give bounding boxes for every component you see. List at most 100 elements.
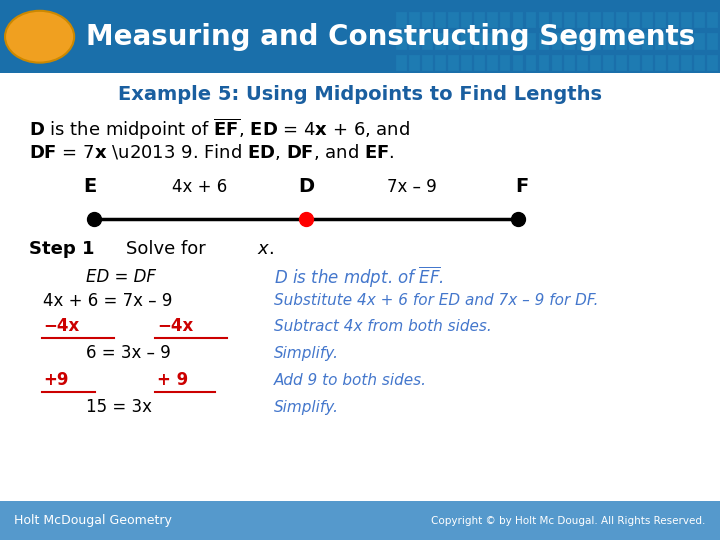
FancyBboxPatch shape xyxy=(461,33,472,50)
FancyBboxPatch shape xyxy=(564,55,575,71)
Text: .: . xyxy=(268,240,274,259)
FancyBboxPatch shape xyxy=(513,55,523,71)
FancyBboxPatch shape xyxy=(655,12,666,28)
FancyBboxPatch shape xyxy=(590,55,601,71)
Text: 4x + 6 = 7x – 9: 4x + 6 = 7x – 9 xyxy=(43,292,173,310)
FancyBboxPatch shape xyxy=(422,12,433,28)
FancyBboxPatch shape xyxy=(526,12,536,28)
FancyBboxPatch shape xyxy=(0,501,720,540)
Circle shape xyxy=(5,11,74,63)
FancyBboxPatch shape xyxy=(694,55,705,71)
Text: Measuring and Constructing Segments: Measuring and Constructing Segments xyxy=(86,23,696,51)
FancyBboxPatch shape xyxy=(539,55,549,71)
Text: Simplify.: Simplify. xyxy=(274,346,338,361)
Text: ED = DF: ED = DF xyxy=(86,268,156,286)
FancyBboxPatch shape xyxy=(0,0,720,73)
FancyBboxPatch shape xyxy=(422,55,433,71)
Text: E: E xyxy=(84,177,96,196)
FancyBboxPatch shape xyxy=(707,55,718,71)
FancyBboxPatch shape xyxy=(655,33,666,50)
FancyBboxPatch shape xyxy=(577,12,588,28)
Text: 15 = 3x: 15 = 3x xyxy=(86,398,153,416)
Text: $\bf{DF}$ = 7$\bf{x}$ \u2013 9. Find $\bf{ED}$, $\bf{DF}$, and $\bf{EF}$.: $\bf{DF}$ = 7$\bf{x}$ \u2013 9. Find $\b… xyxy=(29,142,395,163)
Text: Copyright © by Holt Mc Dougal. All Rights Reserved.: Copyright © by Holt Mc Dougal. All Right… xyxy=(431,516,706,525)
FancyBboxPatch shape xyxy=(526,33,536,50)
FancyBboxPatch shape xyxy=(539,33,549,50)
FancyBboxPatch shape xyxy=(616,12,627,28)
FancyBboxPatch shape xyxy=(681,55,692,71)
FancyBboxPatch shape xyxy=(642,12,653,28)
FancyBboxPatch shape xyxy=(655,55,666,71)
FancyBboxPatch shape xyxy=(487,12,498,28)
FancyBboxPatch shape xyxy=(409,33,420,50)
Text: 4x + 6: 4x + 6 xyxy=(172,178,228,196)
FancyBboxPatch shape xyxy=(396,12,407,28)
FancyBboxPatch shape xyxy=(577,33,588,50)
FancyBboxPatch shape xyxy=(435,33,446,50)
FancyBboxPatch shape xyxy=(526,55,536,71)
FancyBboxPatch shape xyxy=(513,12,523,28)
FancyBboxPatch shape xyxy=(616,33,627,50)
Text: Solve for: Solve for xyxy=(126,240,212,259)
Text: + 9: + 9 xyxy=(157,371,188,389)
FancyBboxPatch shape xyxy=(435,12,446,28)
FancyBboxPatch shape xyxy=(668,55,679,71)
Text: Subtract 4x from both sides.: Subtract 4x from both sides. xyxy=(274,319,491,334)
FancyBboxPatch shape xyxy=(629,33,640,50)
FancyBboxPatch shape xyxy=(603,55,614,71)
FancyBboxPatch shape xyxy=(474,12,485,28)
FancyBboxPatch shape xyxy=(694,12,705,28)
FancyBboxPatch shape xyxy=(707,12,718,28)
FancyBboxPatch shape xyxy=(461,12,472,28)
Text: F: F xyxy=(516,177,528,196)
Text: −4x: −4x xyxy=(157,317,193,335)
FancyBboxPatch shape xyxy=(500,33,510,50)
FancyBboxPatch shape xyxy=(590,33,601,50)
Text: 6 = 3x – 9: 6 = 3x – 9 xyxy=(86,344,171,362)
FancyBboxPatch shape xyxy=(448,12,459,28)
FancyBboxPatch shape xyxy=(474,33,485,50)
Text: Step 1: Step 1 xyxy=(29,240,94,259)
FancyBboxPatch shape xyxy=(642,55,653,71)
FancyBboxPatch shape xyxy=(396,33,407,50)
FancyBboxPatch shape xyxy=(409,55,420,71)
FancyBboxPatch shape xyxy=(552,33,562,50)
FancyBboxPatch shape xyxy=(616,55,627,71)
FancyBboxPatch shape xyxy=(422,33,433,50)
FancyBboxPatch shape xyxy=(629,55,640,71)
FancyBboxPatch shape xyxy=(564,33,575,50)
FancyBboxPatch shape xyxy=(513,33,523,50)
FancyBboxPatch shape xyxy=(500,12,510,28)
Text: Holt McDougal Geometry: Holt McDougal Geometry xyxy=(14,514,172,527)
FancyBboxPatch shape xyxy=(590,12,601,28)
Text: 7x – 9: 7x – 9 xyxy=(387,178,437,196)
FancyBboxPatch shape xyxy=(487,55,498,71)
FancyBboxPatch shape xyxy=(448,55,459,71)
Text: Substitute 4x + 6 for ED and 7x – 9 for DF.: Substitute 4x + 6 for ED and 7x – 9 for … xyxy=(274,293,598,308)
Text: +9: +9 xyxy=(43,371,68,389)
FancyBboxPatch shape xyxy=(474,55,485,71)
Text: $\bf{D}$ is the midpoint of $\overline{\bf{EF}}$, $\bf{ED}$ = 4$\bf{x}$ + 6, and: $\bf{D}$ is the midpoint of $\overline{\… xyxy=(29,117,410,143)
FancyBboxPatch shape xyxy=(500,55,510,71)
Text: x: x xyxy=(258,240,269,259)
FancyBboxPatch shape xyxy=(681,12,692,28)
FancyBboxPatch shape xyxy=(435,55,446,71)
FancyBboxPatch shape xyxy=(577,55,588,71)
Text: Simplify.: Simplify. xyxy=(274,400,338,415)
FancyBboxPatch shape xyxy=(694,33,705,50)
FancyBboxPatch shape xyxy=(707,33,718,50)
FancyBboxPatch shape xyxy=(409,12,420,28)
FancyBboxPatch shape xyxy=(448,33,459,50)
FancyBboxPatch shape xyxy=(681,33,692,50)
FancyBboxPatch shape xyxy=(642,33,653,50)
Text: D: D xyxy=(298,177,314,196)
FancyBboxPatch shape xyxy=(487,33,498,50)
FancyBboxPatch shape xyxy=(564,12,575,28)
FancyBboxPatch shape xyxy=(539,12,549,28)
FancyBboxPatch shape xyxy=(629,12,640,28)
FancyBboxPatch shape xyxy=(668,12,679,28)
Text: Example 5: Using Midpoints to Find Lengths: Example 5: Using Midpoints to Find Lengt… xyxy=(118,85,602,104)
FancyBboxPatch shape xyxy=(603,12,614,28)
Text: $D$ is the mdpt. of $\overline{EF}$.: $D$ is the mdpt. of $\overline{EF}$. xyxy=(274,265,444,289)
FancyBboxPatch shape xyxy=(461,55,472,71)
